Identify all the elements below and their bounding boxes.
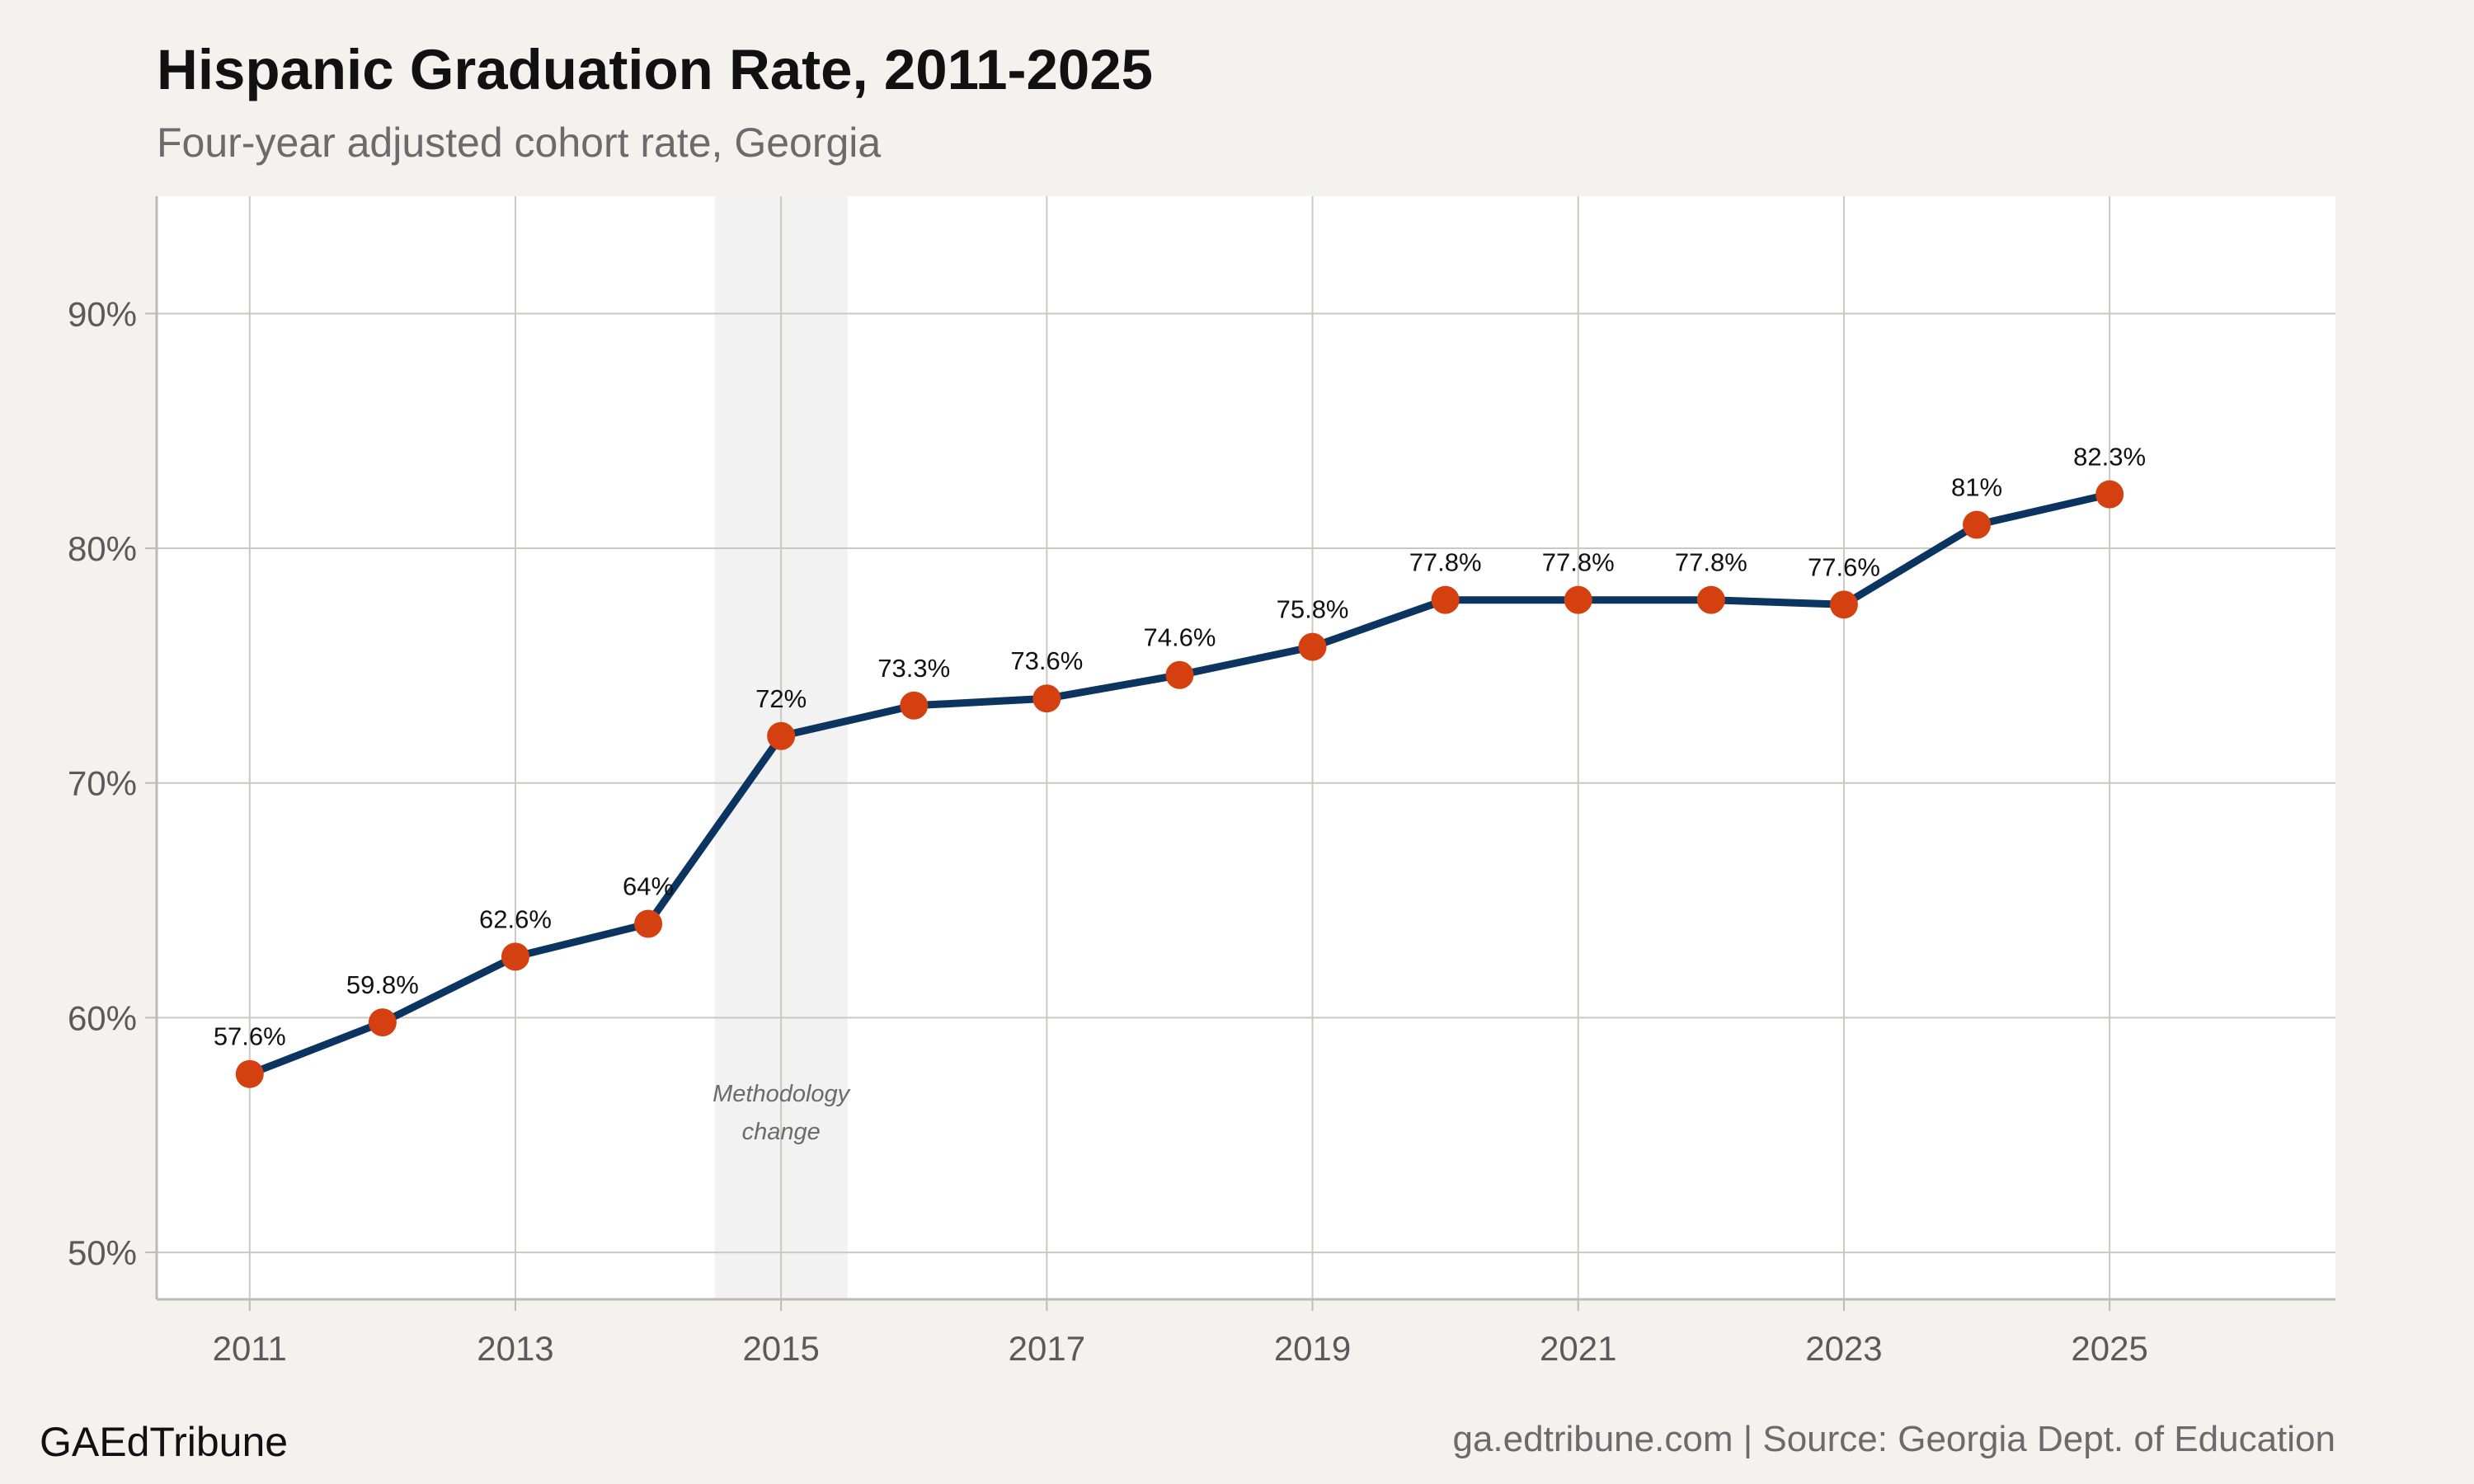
x-tick-label-2011: 2011 — [213, 1329, 287, 1368]
chart-subtitle: Four-year adjusted cohort rate, Georgia — [157, 120, 881, 166]
methodology-annotation-line-2: change — [742, 1119, 821, 1145]
data-label-2016: 73.3% — [877, 654, 950, 683]
chart-title: Hispanic Graduation Rate, 2011-2025 — [157, 38, 1153, 101]
data-label-2021: 77.8% — [1542, 548, 1615, 577]
series-hispanic-rate — [235, 480, 2124, 1088]
data-label-2024: 81% — [1951, 473, 2002, 502]
y-tick-label-60: 60% — [68, 998, 137, 1037]
data-point-2020 — [1431, 585, 1460, 614]
data-point-2018 — [1165, 660, 1194, 689]
y-tick-label-90: 90% — [68, 294, 137, 333]
data-point-2013 — [501, 942, 529, 971]
x-tick-label-2025: 2025 — [2071, 1329, 2147, 1368]
data-point-2019 — [1298, 632, 1327, 661]
data-label-2012: 59.8% — [346, 970, 419, 999]
data-point-2025 — [2095, 480, 2124, 509]
data-label-2014: 64% — [623, 872, 674, 901]
data-point-2011 — [235, 1059, 264, 1088]
data-point-2014 — [634, 909, 663, 938]
data-label-2017: 73.6% — [1010, 646, 1083, 675]
x-tick-label-2021: 2021 — [1540, 1329, 1616, 1368]
x-tick-label-2019: 2019 — [1274, 1329, 1351, 1368]
data-point-2016 — [900, 691, 929, 720]
data-label-2011: 57.6% — [214, 1022, 286, 1051]
data-label-2020: 77.8% — [1409, 548, 1482, 577]
data-label-2019: 75.8% — [1277, 595, 1349, 624]
y-tick-label-50: 50% — [68, 1233, 137, 1272]
source-note: ga.edtribune.com | Source: Georgia Dept.… — [1452, 1419, 2335, 1459]
x-tick-label-2013: 2013 — [477, 1329, 553, 1368]
data-label-2022: 77.8% — [1675, 548, 1747, 577]
data-point-2021 — [1564, 585, 1592, 614]
data-point-2015 — [767, 721, 796, 750]
axes: 50% 60% 70% 80% 90% 2011 2013 2015 2017 2019 2021 2… — [68, 196, 2335, 1368]
data-label-2025: 82.3% — [2073, 443, 2146, 472]
data-point-2022 — [1696, 585, 1725, 614]
data-point-2012 — [368, 1008, 397, 1037]
data-point-2017 — [1032, 684, 1061, 713]
x-tick-label-2015: 2015 — [742, 1329, 819, 1368]
data-label-2018: 74.6% — [1143, 623, 1216, 652]
brand-wordmark: GAEdTribune — [40, 1419, 288, 1465]
x-tick-label-2017: 2017 — [1009, 1329, 1085, 1368]
methodology-annotation-line-1: Methodology — [713, 1081, 851, 1107]
y-tick-label-80: 80% — [68, 529, 137, 568]
data-label-2015: 72% — [755, 684, 807, 713]
x-tick-label-2023: 2023 — [1805, 1329, 1882, 1368]
data-point-2024 — [1963, 510, 1992, 539]
data-point-2023 — [1829, 590, 1858, 619]
y-tick-label-70: 70% — [68, 764, 137, 803]
data-label-2013: 62.6% — [479, 904, 552, 933]
data-label-2023: 77.6% — [1808, 552, 1880, 581]
data-labels: 57.6% 59.8% 62.6% 64% 72% 73.3% 73.6% 74.6% 75.8… — [214, 443, 2146, 1051]
plot-panel — [157, 196, 2335, 1299]
